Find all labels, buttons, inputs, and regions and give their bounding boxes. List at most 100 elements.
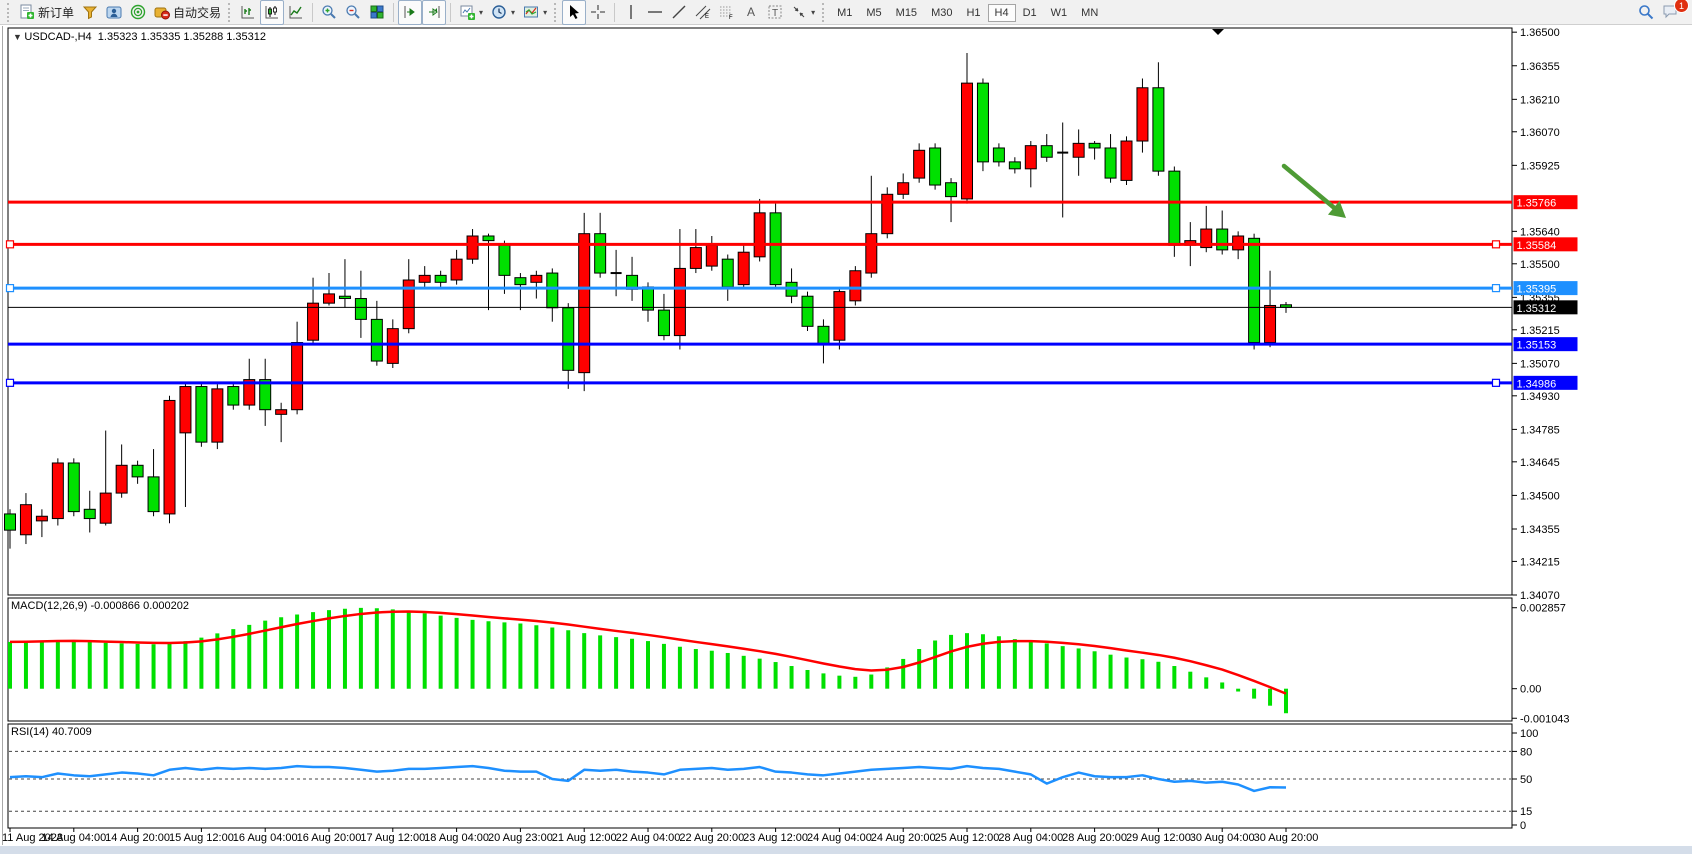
macd-indicator-label: MACD(12,26,9) -0.000866 0.000202 (11, 600, 189, 612)
candle (307, 302, 320, 341)
vertical-line-button[interactable] (619, 0, 643, 25)
chart-shift-button[interactable] (422, 0, 447, 25)
candle (1152, 87, 1165, 172)
price-axis-label: 1.34070 (1520, 590, 1560, 602)
funnel-icon (82, 6, 98, 20)
tile-windows-icon (370, 5, 384, 19)
time-axis-label: 23 Aug 12:00 (743, 832, 808, 844)
market-watch-button[interactable] (78, 0, 102, 25)
zoom-in-button[interactable] (317, 0, 341, 25)
candle (498, 244, 511, 276)
candle (578, 233, 591, 374)
candle (976, 82, 989, 163)
candle (657, 309, 670, 337)
down-arrow-annotation[interactable] (1281, 163, 1341, 214)
arrows-button[interactable]: ▾ (787, 0, 819, 25)
zoom-in-icon (322, 5, 336, 19)
chart-shift-marker-icon[interactable] (1212, 29, 1224, 35)
line-drag-handle[interactable] (1491, 240, 1501, 249)
price-axis-label: 1.35215 (1520, 325, 1560, 337)
candle (195, 386, 208, 443)
timeframe-button-h1[interactable]: H1 (966, 7, 981, 19)
candlestick-chart-button[interactable] (260, 0, 285, 25)
candle (705, 244, 718, 267)
line-drag-handle[interactable] (5, 378, 15, 387)
equidistant-channel-button[interactable]: E (691, 0, 715, 25)
trendline-button[interactable] (667, 0, 691, 25)
candle (1024, 145, 1037, 170)
candle (115, 464, 128, 494)
timeframe-button-mn[interactable]: MN (1081, 7, 1099, 19)
horizontal-line-button[interactable] (643, 0, 667, 25)
chart-title-symbol: USDCAD-,H4 (24, 31, 92, 43)
timeframe-button-m1[interactable]: M1 (837, 7, 853, 19)
templates-button[interactable]: ▾ (519, 0, 551, 25)
timeframe-button-m5[interactable]: M5 (866, 7, 882, 19)
fibonacci-button[interactable]: F (715, 0, 739, 25)
line-chart-icon (289, 6, 303, 19)
cursor-button[interactable] (562, 0, 587, 25)
new-order-button[interactable]: 新订单 (15, 0, 78, 25)
crosshair-icon (591, 5, 606, 19)
auto-scroll-button[interactable] (398, 0, 423, 25)
price-axis-label: 1.34930 (1520, 391, 1560, 403)
line-drag-handle[interactable] (5, 240, 15, 249)
timeframe-button-w1[interactable]: W1 (1050, 7, 1068, 19)
candle (546, 272, 559, 309)
timeframe-button-h4[interactable]: H4 (987, 4, 1016, 22)
candle (833, 291, 846, 341)
line-drag-handle[interactable] (1491, 378, 1501, 387)
window-bottom-edge (0, 846, 1692, 854)
candle (1136, 87, 1149, 142)
candle (482, 235, 495, 242)
candle (450, 258, 463, 281)
line-drag-handle[interactable] (1491, 284, 1501, 293)
toolbar-grip[interactable] (554, 2, 559, 22)
text-button[interactable]: A (739, 0, 763, 25)
macd-axis-label: 0.00 (1520, 684, 1541, 696)
candle (1264, 304, 1277, 344)
candle (530, 274, 543, 283)
periods-button[interactable]: ▾ (487, 0, 519, 25)
time-axis-label: 16 Aug 04:00 (233, 832, 298, 844)
timeframe-button-m15[interactable]: M15 (895, 7, 918, 19)
crosshair-button[interactable] (586, 0, 610, 25)
toolbar-grip[interactable] (822, 2, 827, 22)
new-chart-button[interactable]: ▾ (455, 0, 487, 25)
auto-trading-button[interactable]: 自动交易 (150, 0, 225, 25)
horizontal-line-icon (648, 11, 663, 13)
time-axis-label: 24 Aug 04:00 (807, 832, 872, 844)
price-level-badge (1513, 195, 1578, 210)
candle (466, 235, 479, 260)
timeframe-button-d1[interactable]: D1 (1022, 7, 1037, 19)
time-axis-label: 11 Aug 2023 (2, 832, 63, 844)
time-axis-label: 17 Aug 12:00 (360, 832, 425, 844)
price-level-badge-label: 1.35153 (1517, 340, 1557, 352)
tile-windows-button[interactable] (365, 0, 389, 25)
line-drag-handle[interactable] (5, 284, 15, 293)
rsi-indicator-label: RSI(14) 40.7009 (11, 726, 92, 738)
signals-button[interactable] (126, 0, 150, 25)
collapse-icon[interactable]: ▼ (13, 32, 25, 42)
channel-icon: E (695, 5, 711, 20)
line-chart-button[interactable] (284, 0, 308, 25)
time-axis-label: 14 Aug 04:00 (41, 832, 106, 844)
candle (817, 325, 830, 346)
price-level-badge-label: 1.35766 (1517, 198, 1557, 210)
text-label-button[interactable]: T (763, 0, 787, 25)
navigator-button[interactable] (102, 0, 126, 25)
down-arrow-head-icon[interactable] (1327, 200, 1346, 218)
price-level-badge (1513, 337, 1578, 352)
bar-chart-button[interactable] (236, 0, 260, 25)
svg-text:F: F (729, 15, 733, 20)
notifications-button[interactable]: 1 (1662, 0, 1689, 21)
price-level-badge-label: 1.34986 (1517, 378, 1557, 390)
search-icon[interactable] (1638, 4, 1654, 20)
zoom-out-button[interactable] (341, 0, 365, 25)
timeframe-button-m30[interactable]: M30 (931, 7, 953, 19)
candle (881, 193, 894, 235)
toolbar-grip[interactable] (228, 2, 233, 22)
toolbar-grip[interactable] (7, 2, 12, 22)
dropdown-caret-icon: ▾ (811, 7, 816, 17)
